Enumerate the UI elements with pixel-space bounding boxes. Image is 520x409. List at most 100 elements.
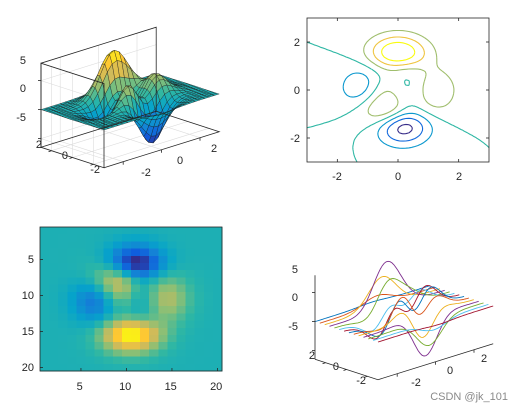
waterfall-plot: 5 0 -5 2 0 -2 -2 0 2 <box>288 260 494 389</box>
heatmap-cell <box>158 234 168 242</box>
heatmap-cell <box>185 263 196 271</box>
heatmap-cell <box>167 342 177 350</box>
heatmap-cell <box>58 356 68 365</box>
heatmap-cell <box>131 299 141 307</box>
contour-line <box>306 41 490 163</box>
heatmap-cell <box>49 270 59 278</box>
heatmap-cell <box>85 234 95 242</box>
heatmap-cell <box>76 248 86 257</box>
heatmap-cell <box>131 255 141 264</box>
heatmap-cell <box>112 241 123 249</box>
heatmap-cell <box>67 263 77 271</box>
heatmap-cell <box>131 313 141 321</box>
heatmap-cell <box>167 313 177 321</box>
heatmap-cell <box>58 342 68 350</box>
heatmap-cell <box>76 306 86 314</box>
heatmap-cell <box>40 320 50 329</box>
heatmap-cell <box>58 270 68 278</box>
heatmap-cell <box>176 263 186 271</box>
contour-line <box>342 72 433 149</box>
x-tick-label: 20 <box>210 381 222 393</box>
heatmap-cell <box>176 356 186 365</box>
heatmap-cell <box>131 335 141 343</box>
heatmap-cell <box>176 349 186 357</box>
heatmap-cell <box>49 306 59 314</box>
heatmap-cell <box>167 299 177 307</box>
x-tick-label: 15 <box>165 381 177 393</box>
heatmap-cell <box>40 263 50 271</box>
heatmap-cell <box>112 299 123 307</box>
heatmap-cell <box>94 227 105 235</box>
waterfall-axes <box>312 275 494 381</box>
heatmap-cell <box>67 342 77 350</box>
heatmap-cell <box>121 227 132 235</box>
heatmap-cell <box>112 327 123 336</box>
heatmap-cell <box>67 299 77 307</box>
heatmap-cell <box>140 284 150 293</box>
heatmap-cells <box>40 227 223 372</box>
heatmap-cell <box>176 277 186 285</box>
heatmap-cell <box>185 291 196 300</box>
heatmap-cell <box>140 299 150 307</box>
heatmap-cell <box>85 349 95 357</box>
heatmap-cell <box>112 335 123 343</box>
heatmap-cell <box>76 320 86 329</box>
heatmap-cell <box>203 248 214 257</box>
surface-face <box>211 93 220 96</box>
heatmap-cell <box>203 284 214 293</box>
heatmap-cell <box>94 241 105 249</box>
heatmap-cell <box>103 306 114 314</box>
heatmap-cell <box>185 234 196 242</box>
heatmap-cell <box>194 270 205 278</box>
heatmap-cell <box>149 320 159 329</box>
heatmap-cell <box>67 291 77 300</box>
surface-axes <box>38 26 221 169</box>
heatmap-cell <box>131 291 141 300</box>
y-tick-label: 2 <box>309 350 315 362</box>
heatmap-cell <box>121 320 132 329</box>
heatmap-cell <box>149 277 159 285</box>
heatmap-cell <box>176 306 186 314</box>
y-tick-label: 0 <box>62 150 68 162</box>
heatmap-cell <box>67 284 77 293</box>
heatmap-cell <box>85 363 95 372</box>
heatmap-cell <box>40 255 50 264</box>
heatmap-cell <box>149 291 159 300</box>
waterfall-line <box>334 278 450 329</box>
heatmap-cell <box>85 327 95 336</box>
heatmap-cell <box>85 335 95 343</box>
heatmap-cell <box>49 320 59 329</box>
heatmap-cell <box>140 320 150 329</box>
heatmap-cell <box>76 255 86 264</box>
x-tick-label: 0 <box>177 155 183 167</box>
x-tick-label: -2 <box>141 167 151 179</box>
heatmap-cell <box>85 342 95 350</box>
heatmap-cell <box>158 255 168 264</box>
heatmap-cell <box>149 313 159 321</box>
heatmap-cell <box>203 227 214 235</box>
heatmap-cell <box>140 234 150 242</box>
heatmap-cell <box>121 335 132 343</box>
heatmap-cell <box>185 342 196 350</box>
side-wall <box>40 62 105 169</box>
heatmap-cell <box>167 248 177 257</box>
heatmap-cell <box>49 363 59 372</box>
heatmap-cell <box>58 320 68 329</box>
heatmap-cell <box>103 335 114 343</box>
heatmap-cell <box>158 306 168 314</box>
heatmap-cell <box>94 263 105 271</box>
heatmap-cell <box>58 227 68 235</box>
heatmap-cell <box>103 291 114 300</box>
heatmap-cell <box>158 263 168 271</box>
heatmap-cell <box>67 356 77 365</box>
x-tick-label: 2 <box>456 171 462 183</box>
heatmap-cell <box>103 241 114 249</box>
y-tick <box>343 369 347 371</box>
heatmap-cell <box>94 327 105 336</box>
heatmap-cell <box>131 227 141 235</box>
heatmap-cell <box>40 356 50 365</box>
heatmap-cell <box>158 342 168 350</box>
y-tick <box>90 163 94 166</box>
heatmap-cell <box>103 327 114 336</box>
heatmap-cell <box>158 277 168 285</box>
